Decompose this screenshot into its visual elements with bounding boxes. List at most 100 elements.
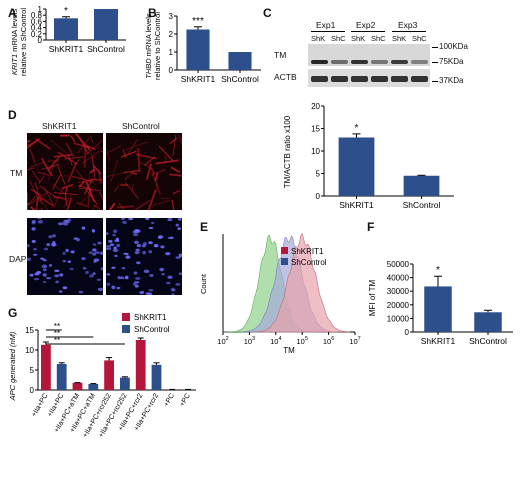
dapi-nucleus bbox=[116, 286, 121, 290]
dapi-nucleus bbox=[54, 274, 60, 278]
legend-swatch bbox=[122, 325, 130, 333]
chart-b: 0 1 2 3 ShKRIT1 ShControl *** THBD mRNA levels r… bbox=[144, 12, 261, 84]
tm-stain-fiber bbox=[71, 175, 95, 183]
y-tick-label: 0 bbox=[316, 192, 321, 201]
y-tick-label: 0.4 bbox=[31, 24, 43, 33]
marker-tick-1 bbox=[432, 47, 438, 48]
dapi-nucleus bbox=[57, 222, 64, 226]
x-tick-label: 105 bbox=[296, 336, 307, 346]
y-tick-label: 15 bbox=[25, 326, 34, 335]
tm-stain-fiber bbox=[143, 156, 156, 166]
dapi-nucleus bbox=[34, 271, 40, 276]
y-axis-label: TM/ACTB ratio x100 bbox=[283, 115, 292, 188]
dapi-nucleus bbox=[133, 240, 139, 245]
micro-tm-shcontrol-image bbox=[106, 133, 182, 210]
dapi-nucleus bbox=[134, 284, 139, 287]
dapi-nucleus bbox=[54, 269, 60, 273]
dapi-nucleus bbox=[114, 254, 118, 257]
dapi-nucleus bbox=[148, 241, 153, 245]
dapi-nucleus bbox=[132, 230, 138, 234]
dapi-nucleus bbox=[97, 241, 102, 245]
tm-stain-fiber bbox=[147, 189, 157, 210]
dapi-nucleus bbox=[96, 278, 101, 281]
y-axis-label-line2: relative to ShControl bbox=[19, 8, 28, 76]
tm-stain-fiber bbox=[83, 179, 93, 195]
significance-marker: ** bbox=[54, 336, 60, 345]
dapi-nucleus bbox=[165, 252, 171, 256]
panel-letter-e: E bbox=[200, 220, 209, 234]
tm-stain-fiber bbox=[125, 141, 148, 151]
tm-stain-fiber bbox=[32, 170, 41, 183]
tm-stain-fiber bbox=[34, 182, 39, 191]
tm-stain-fiber bbox=[172, 134, 177, 157]
bar-shcontrol bbox=[120, 377, 130, 390]
dapi-nucleus bbox=[121, 218, 126, 220]
dapi-nucleus bbox=[65, 220, 71, 224]
x-tick-label: ShControl bbox=[469, 336, 507, 346]
dapi-nucleus bbox=[92, 248, 97, 252]
blot-row-label-tm: TM bbox=[274, 50, 287, 60]
tm-stain-fiber bbox=[149, 166, 156, 174]
tm-stain-fiber bbox=[150, 168, 166, 177]
dapi-nucleus bbox=[149, 273, 154, 277]
tm-stain-fiber bbox=[127, 139, 138, 155]
y-tick-label: 0.6 bbox=[31, 17, 43, 26]
x-tick-label: ShKRIT1 bbox=[49, 44, 84, 54]
x-tick-label: +PC bbox=[163, 393, 176, 408]
dapi-nucleus bbox=[143, 269, 150, 273]
tm-stain-fiber bbox=[118, 202, 126, 210]
y-tick-label: 10 bbox=[25, 346, 34, 355]
tm-stain-fiber bbox=[39, 185, 58, 199]
tm-stain-fiber bbox=[113, 184, 120, 193]
marker-75kda: 75KDa bbox=[439, 57, 464, 66]
dapi-nucleus bbox=[59, 273, 64, 277]
dapi-nucleus bbox=[37, 220, 44, 224]
dapi-nucleus bbox=[42, 280, 47, 283]
tm-stain-fiber bbox=[35, 196, 39, 210]
tm-stain-fiber bbox=[66, 197, 73, 210]
tm-stain-fiber bbox=[108, 202, 116, 210]
tm-stain-fiber bbox=[88, 171, 91, 183]
tm-stain-fiber bbox=[43, 186, 56, 208]
lane-label-1: ShK bbox=[311, 34, 326, 43]
dapi-nucleus bbox=[106, 244, 112, 248]
bar-shkrit1 bbox=[186, 29, 210, 70]
y-tick-label: 20000 bbox=[387, 301, 410, 310]
y-tick-label: 40000 bbox=[387, 274, 410, 283]
dapi-nucleus bbox=[89, 274, 94, 278]
tm-stain-fiber bbox=[64, 187, 68, 195]
y-tick-label: 0.2 bbox=[31, 30, 43, 39]
dapi-nucleus bbox=[46, 242, 51, 247]
dapi-nucleus bbox=[97, 287, 103, 291]
tm-stain-fiber bbox=[155, 175, 159, 193]
legend-swatch bbox=[281, 247, 288, 254]
legend-swatch bbox=[122, 313, 130, 321]
tm-stain-fiber bbox=[109, 205, 111, 210]
dapi-nucleus bbox=[157, 235, 162, 239]
tm-stain-fiber bbox=[30, 191, 49, 204]
dapi-nucleus bbox=[150, 222, 155, 225]
tm-stain-fiber bbox=[27, 196, 36, 208]
dapi-nucleus bbox=[148, 227, 154, 230]
bar-shcontrol bbox=[403, 175, 440, 196]
y-tick-label: 5 bbox=[30, 366, 35, 375]
bar-shkrit1 bbox=[72, 382, 83, 390]
tm-stain-fiber bbox=[178, 134, 182, 147]
y-tick-label: 50000 bbox=[387, 260, 410, 269]
y-axis-label-line2: relative to ShControl bbox=[153, 12, 162, 80]
dapi-nucleus bbox=[43, 247, 49, 251]
dapi-nucleus bbox=[55, 280, 59, 284]
y-tick-label: 10 bbox=[311, 147, 320, 156]
dapi-nucleus bbox=[40, 257, 45, 260]
dapi-nucleus bbox=[73, 237, 78, 240]
dapi-nucleus bbox=[91, 229, 96, 233]
tm-stain-fiber bbox=[63, 194, 72, 208]
tm-stain-fiber bbox=[96, 147, 103, 149]
x-tick-label: 104 bbox=[270, 336, 281, 346]
tm-stain-fiber bbox=[131, 172, 138, 176]
dapi-nucleus bbox=[33, 277, 40, 281]
dapi-nucleus bbox=[178, 272, 182, 276]
blot-band-tm bbox=[311, 60, 328, 64]
dapi-nucleus bbox=[27, 244, 30, 248]
bar-shkrit1 bbox=[54, 18, 78, 40]
